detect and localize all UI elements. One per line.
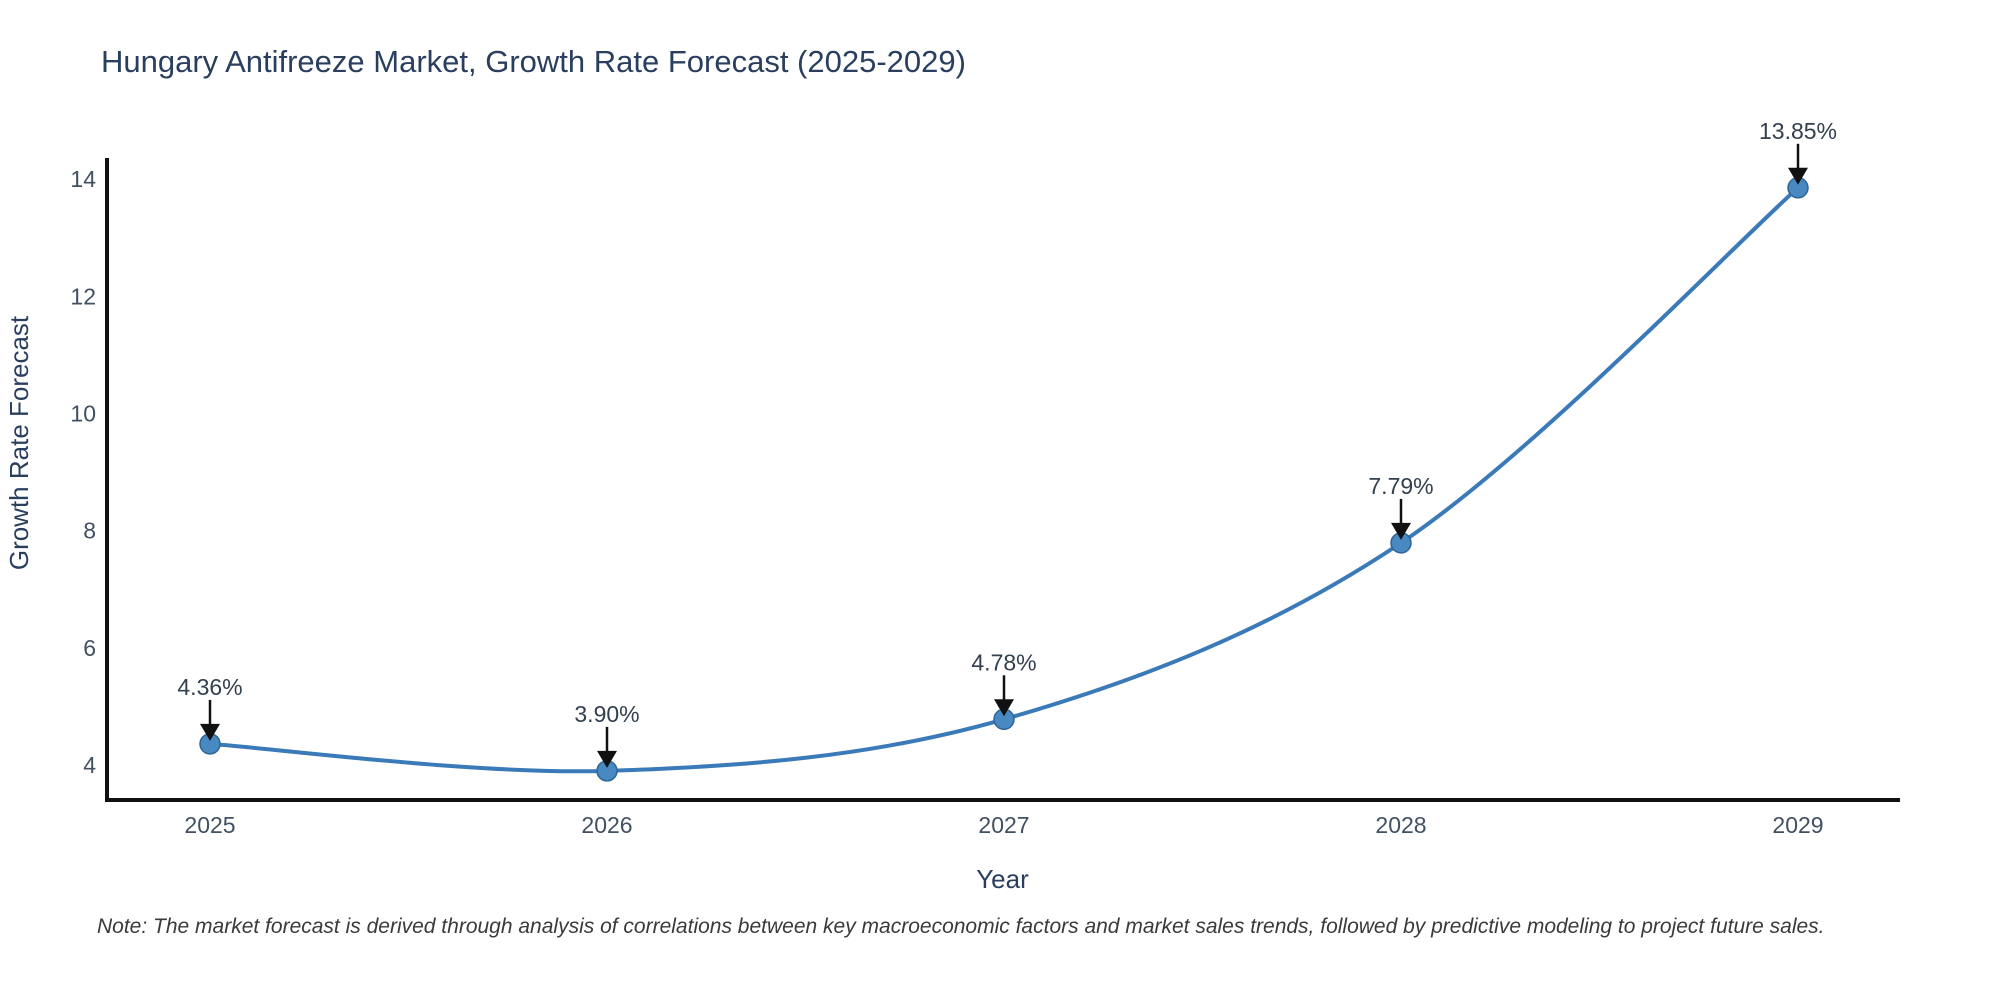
point-value-label: 13.85% (1759, 118, 1837, 144)
chart-title: Hungary Antifreeze Market, Growth Rate F… (101, 44, 966, 79)
point-value-label: 4.36% (177, 674, 242, 700)
y-tick-label: 8 (83, 518, 96, 544)
y-tick-label: 6 (83, 635, 96, 661)
x-axis-title: Year (976, 864, 1029, 894)
y-axis-title: Growth Rate Forecast (4, 315, 34, 570)
annotation-arrowhead-icon (597, 750, 617, 768)
x-tick-label: 2028 (1375, 812, 1426, 838)
annotation-arrowhead-icon (200, 723, 220, 741)
x-tick-label: 2026 (581, 812, 632, 838)
annotation-arrowhead-icon (1391, 522, 1411, 540)
annotation-arrowhead-icon (994, 699, 1014, 717)
trend-line (208, 185, 1800, 774)
point-value-label: 7.79% (1368, 473, 1433, 499)
x-tick-label: 2027 (978, 812, 1029, 838)
y-tick-label: 12 (70, 283, 96, 309)
point-value-label: 4.78% (971, 649, 1036, 675)
y-tick-label: 4 (83, 752, 96, 778)
footnote: Note: The market forecast is derived thr… (97, 915, 1825, 938)
x-tick-label: 2029 (1772, 812, 1823, 838)
annotation-arrowhead-icon (1788, 167, 1808, 185)
y-tick-label: 14 (70, 166, 96, 192)
y-tick-label: 10 (70, 400, 96, 426)
point-value-label: 3.90% (574, 701, 639, 727)
x-tick-label: 2025 (184, 812, 235, 838)
